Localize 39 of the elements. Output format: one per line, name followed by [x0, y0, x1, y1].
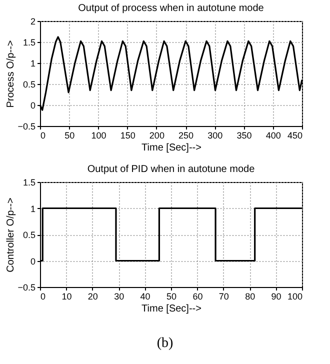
y-tick-label: −0.5: [18, 282, 36, 292]
x-tick-label: 80: [245, 292, 256, 302]
y-tick-label: −0.5: [18, 122, 36, 132]
x-tick-label: 400: [266, 130, 281, 140]
y-axis-title: Process O/p-->: [6, 40, 17, 108]
x-tick-label: 90: [271, 292, 282, 302]
x-tick-label: 100: [287, 292, 302, 302]
x-tick-label: 40: [140, 292, 150, 302]
chart-title: Output of PID when in autotune mode: [87, 164, 256, 175]
x-tick-label: 150: [120, 130, 136, 140]
x-tick-label: 0: [40, 130, 46, 140]
y-tick-label: 0: [30, 256, 36, 266]
x-tick-label: 50: [64, 130, 75, 140]
x-tick-label: 20: [88, 292, 98, 302]
x-axis-title: Time [Sec]-->: [142, 142, 202, 154]
x-tick-label: 350: [236, 130, 252, 140]
x-tick-label: 200: [149, 130, 164, 140]
x-tick-label: 250: [178, 130, 194, 140]
y-tick-label: 1.5: [22, 178, 36, 188]
x-axis-title: Time [Sec]-->: [142, 304, 202, 314]
x-tick-label: 0: [40, 292, 46, 302]
y-axis-title: Controller O/p-->: [6, 197, 17, 272]
y-tick-label: 2: [30, 16, 36, 26]
text: (b): [156, 336, 174, 352]
x-tick-label: 100: [91, 130, 106, 140]
y-tick-label: 1: [30, 204, 36, 214]
chart-title: Output of process when in autotune mode: [78, 3, 264, 14]
x-tick-label: 60: [192, 292, 203, 302]
x-tick-label: 450: [287, 130, 302, 140]
x-tick-label: 50: [166, 292, 177, 302]
x-tick-label: 30: [114, 292, 124, 302]
y-tick-label: 0: [30, 100, 36, 110]
x-tick-label: 300: [208, 130, 223, 140]
x-tick-label: 70: [218, 292, 229, 302]
y-tick-label: 0.5: [22, 230, 36, 240]
y-tick-label: 0.5: [22, 80, 36, 90]
y-tick-label: 1.5: [22, 38, 36, 48]
x-tick-label: 10: [62, 292, 72, 302]
y-tick-label: 1: [30, 58, 36, 68]
